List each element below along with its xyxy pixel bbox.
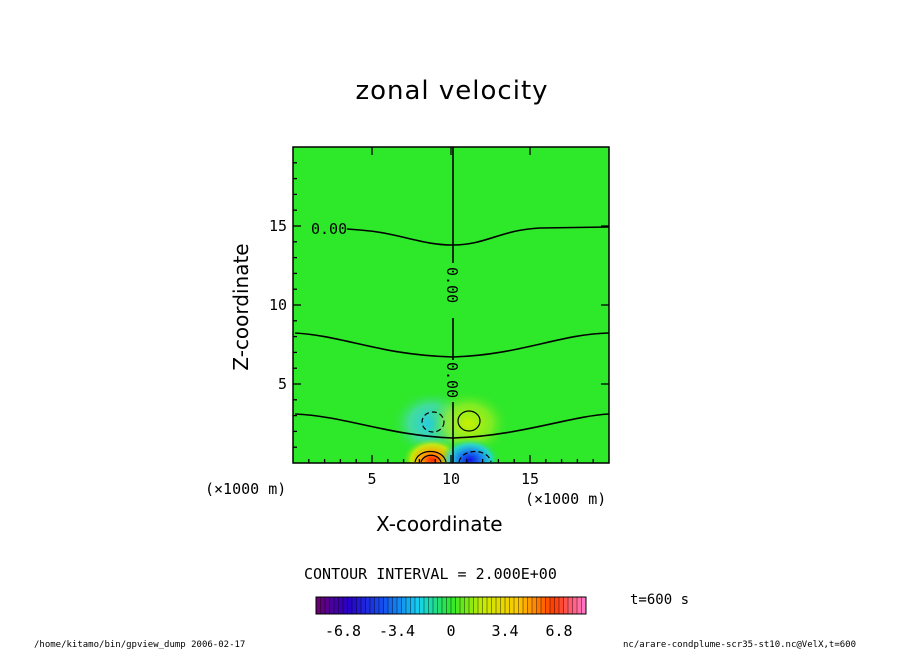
- colorbar-cell: [558, 596, 565, 615]
- footer-left: /home/kitamo/bin/gpview_dump 2006-02-17: [34, 640, 246, 650]
- colorbar-cell: [315, 596, 322, 615]
- colorbar-cell: [482, 596, 488, 615]
- colorbar-tick-label: -3.4: [379, 622, 415, 640]
- colorbar-frame: [315, 596, 587, 615]
- colorbar-tick-label: -6.8: [325, 622, 361, 640]
- colorbar-cell: [432, 596, 439, 615]
- colorbar-cell: [320, 596, 326, 615]
- y-tick-label: 10: [269, 296, 287, 314]
- colorbar-cell: [410, 596, 416, 615]
- colorbar-cell: [477, 596, 484, 615]
- y-unit-label: (×1000 m): [205, 480, 286, 498]
- colorbar-cell: [536, 596, 542, 615]
- colorbar-cell: [491, 596, 497, 615]
- colorbar-cell: [365, 596, 371, 615]
- colorbar-cell: [464, 596, 470, 615]
- colorbar-cell: [428, 596, 434, 615]
- colorbar-cell: [324, 596, 331, 615]
- heatmap-feature: [439, 437, 500, 463]
- colorbar-tick-label: 3.4: [491, 622, 518, 640]
- colorbar-cell: [347, 596, 353, 615]
- colorbar-cell: [437, 596, 443, 615]
- colorbar-cell: [495, 596, 502, 615]
- colorbar-tick-label: 0: [446, 622, 455, 640]
- colorbar-cell: [405, 596, 412, 615]
- colorbar-cell: [378, 596, 385, 615]
- colorbar-cell: [522, 596, 529, 615]
- colorbar-tick-label: 6.8: [545, 622, 572, 640]
- footer-right: nc/arare-condplume-scr35-st10.nc@VelX,t=…: [623, 640, 856, 650]
- contour-lines: [294, 147, 610, 463]
- colorbar-cell: [333, 596, 340, 615]
- colorbar-cell: [504, 596, 511, 615]
- colorbar-cell: [387, 596, 394, 615]
- colorbar-cell: [414, 596, 421, 615]
- colorbar-cell: [563, 596, 569, 615]
- colorbar-cell: [468, 596, 475, 615]
- colorbar-cell: [486, 596, 493, 615]
- colorbar-cell: [500, 596, 506, 615]
- colorbar-cell: [531, 596, 538, 615]
- x-unit-label: (×1000 m): [525, 490, 606, 508]
- colorbar-cell: [356, 596, 362, 615]
- heatmap-feature: [426, 389, 511, 458]
- colorbar-cell: [450, 596, 457, 615]
- colorbar-cell: [576, 596, 583, 615]
- colorbar-cell: [423, 596, 430, 615]
- x-tick-label: 10: [442, 470, 460, 488]
- colorbar-cell: [441, 596, 448, 615]
- colorbar-cell: [549, 596, 556, 615]
- colorbar-cell: [342, 596, 349, 615]
- contour-label: 0.00: [443, 267, 461, 303]
- colorbar-cell: [383, 596, 389, 615]
- contour-label: 0.00: [443, 362, 461, 398]
- y-tick-label: 15: [269, 217, 287, 235]
- colorbar-cell: [392, 596, 398, 615]
- colorbar-cell: [513, 596, 520, 615]
- chart-title: zonal velocity: [355, 76, 549, 106]
- colorbar-cell: [396, 596, 403, 615]
- colorbar-cell: [572, 596, 578, 615]
- time-label: t=600 s: [630, 592, 690, 608]
- colorbar-cell: [338, 596, 344, 615]
- colorbar-cell: [545, 596, 551, 615]
- colorbar-cell: [351, 596, 358, 615]
- contour-interval-label: CONTOUR INTERVAL = 2.000E+00: [304, 565, 557, 583]
- colorbar-cell: [509, 596, 515, 615]
- x-axis-label: X-coordinate: [376, 512, 503, 536]
- y-axis-label-wrap: Z-coordinate: [228, 232, 254, 382]
- contour-label: 0.00: [311, 220, 347, 238]
- colorbar-cell: [459, 596, 466, 615]
- colorbar-cell: [540, 596, 547, 615]
- colorbar-cell: [374, 596, 380, 615]
- colorbar-cell: [446, 596, 452, 615]
- colorbar-cell: [401, 596, 407, 615]
- x-tick-label: 15: [521, 470, 539, 488]
- colorbar-cell: [554, 596, 560, 615]
- colorbar-cell: [455, 596, 461, 615]
- colorbar-cell: [473, 596, 479, 615]
- colorbar-cell: [419, 596, 425, 615]
- x-tick-label: 5: [367, 470, 376, 488]
- colorbar-cell: [369, 596, 376, 615]
- colorbar: [315, 596, 587, 615]
- colorbar-cell: [518, 596, 524, 615]
- colorbar-cell: [527, 596, 533, 615]
- colorbar-cell: [567, 596, 574, 615]
- y-tick-label: 5: [278, 375, 287, 393]
- y-axis-label: Z-coordinate: [229, 243, 253, 371]
- colorbar-cell: [360, 596, 367, 615]
- colorbar-cell: [329, 596, 335, 615]
